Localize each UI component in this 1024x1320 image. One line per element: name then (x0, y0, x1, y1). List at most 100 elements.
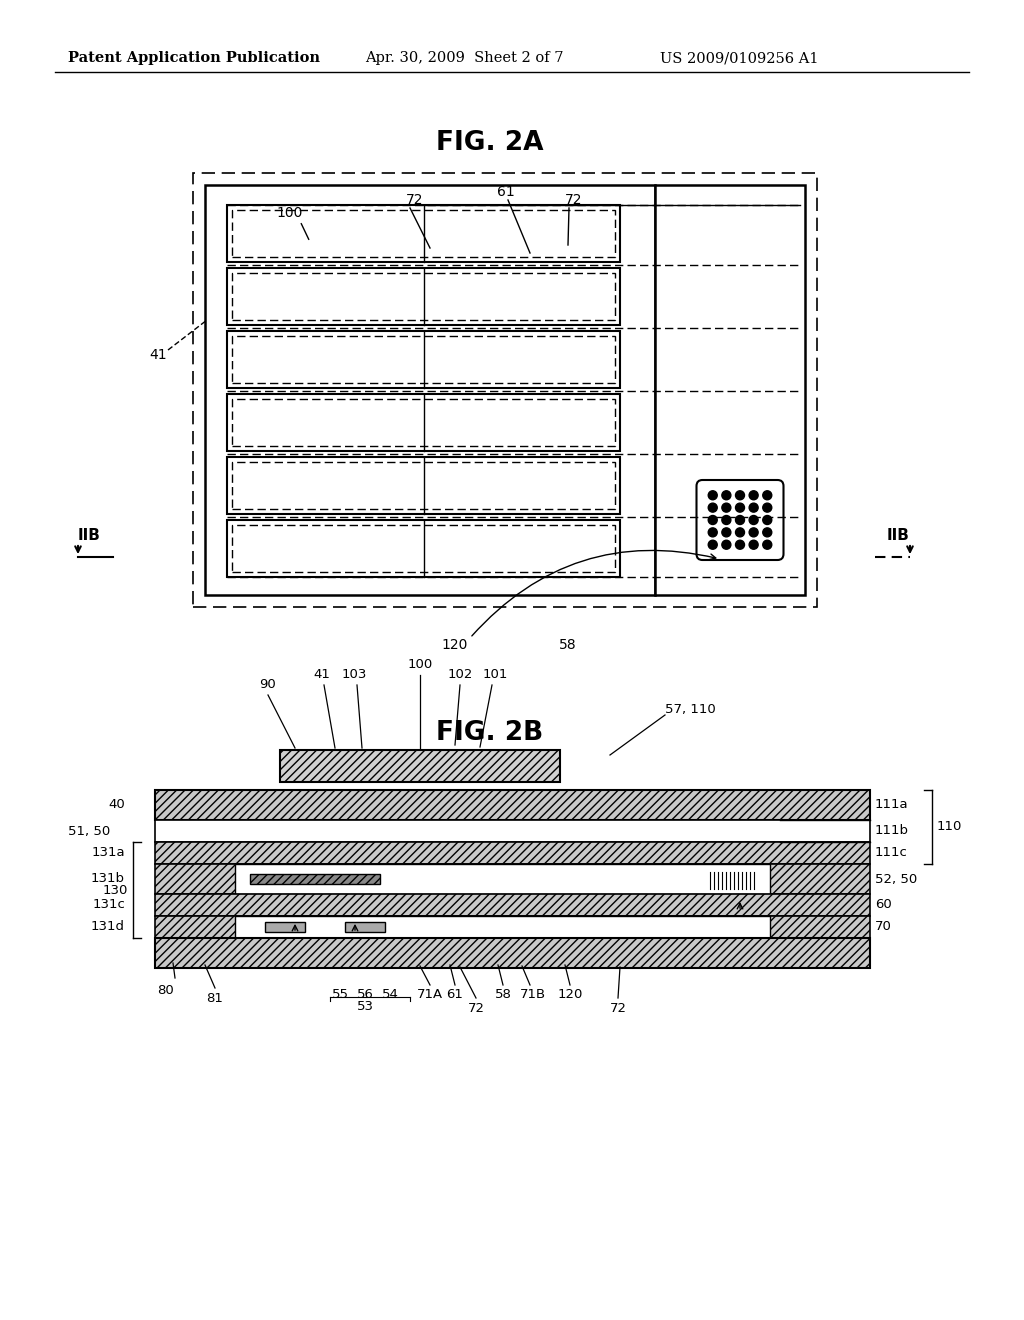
Text: IIB: IIB (78, 528, 101, 543)
Circle shape (722, 516, 731, 524)
Circle shape (763, 528, 772, 537)
Text: 102: 102 (447, 668, 473, 681)
Circle shape (750, 516, 758, 524)
Circle shape (722, 503, 731, 512)
Bar (227, 393, 620, 451)
Circle shape (750, 540, 758, 549)
Text: Apr. 30, 2009  Sheet 2 of 7: Apr. 30, 2009 Sheet 2 of 7 (365, 51, 563, 65)
Circle shape (763, 540, 772, 549)
Bar (280, 750, 560, 781)
Text: 110: 110 (937, 821, 963, 833)
Text: 71B: 71B (520, 989, 546, 1002)
Circle shape (763, 491, 772, 500)
Circle shape (735, 503, 744, 512)
Bar (155, 842, 870, 865)
Bar (155, 939, 870, 968)
Circle shape (709, 491, 717, 500)
Text: 131c: 131c (92, 899, 125, 912)
Bar (232, 273, 615, 319)
Circle shape (763, 503, 772, 512)
Text: 71A: 71A (417, 989, 443, 1002)
Text: 54: 54 (382, 989, 398, 1002)
Text: 52, 50: 52, 50 (874, 873, 918, 886)
Circle shape (750, 491, 758, 500)
Text: 72: 72 (407, 193, 424, 207)
Circle shape (735, 540, 744, 549)
Bar (250, 874, 380, 884)
Text: 80: 80 (157, 983, 173, 997)
Bar (227, 520, 620, 577)
Circle shape (709, 503, 717, 512)
Bar (345, 921, 385, 932)
Text: 90: 90 (260, 678, 276, 692)
Text: 81: 81 (207, 991, 223, 1005)
Bar (155, 894, 870, 916)
Circle shape (709, 528, 717, 537)
Text: 72: 72 (565, 193, 583, 207)
Circle shape (709, 516, 717, 524)
Bar (234, 916, 770, 939)
Bar (655, 185, 805, 595)
Bar (155, 842, 870, 865)
Bar (155, 789, 870, 820)
Bar (155, 916, 870, 939)
Bar (227, 268, 620, 325)
Bar (232, 399, 615, 446)
Text: 111a: 111a (874, 799, 908, 812)
Bar (280, 750, 560, 781)
Text: Patent Application Publication: Patent Application Publication (68, 51, 319, 65)
Text: FIG. 2A: FIG. 2A (436, 129, 544, 156)
Text: 58: 58 (559, 638, 577, 652)
Text: 41: 41 (150, 348, 167, 362)
Bar (155, 894, 870, 916)
Text: 41: 41 (313, 668, 331, 681)
Circle shape (722, 540, 731, 549)
Bar (232, 210, 615, 257)
Bar (155, 820, 870, 842)
Circle shape (722, 491, 731, 500)
Bar (155, 789, 870, 820)
Text: 58: 58 (495, 989, 511, 1002)
Bar (155, 865, 870, 894)
Text: 131b: 131b (91, 873, 125, 886)
Text: 101: 101 (482, 668, 508, 681)
Bar (265, 921, 305, 932)
Bar (227, 457, 620, 513)
Circle shape (750, 503, 758, 512)
Text: 130: 130 (102, 883, 128, 896)
Text: FIG. 2B: FIG. 2B (436, 719, 544, 746)
Text: 111b: 111b (874, 825, 909, 837)
Bar (232, 525, 615, 572)
Text: 100: 100 (408, 659, 432, 672)
Circle shape (735, 491, 744, 500)
Text: IIB: IIB (887, 528, 910, 543)
Text: 56: 56 (356, 989, 374, 1002)
Text: 57, 110: 57, 110 (665, 704, 716, 717)
Text: 60: 60 (874, 899, 892, 912)
Bar (234, 865, 770, 894)
Text: 51, 50: 51, 50 (68, 825, 110, 837)
Circle shape (709, 540, 717, 549)
Bar (155, 939, 870, 968)
Bar (250, 874, 380, 884)
Text: 72: 72 (468, 1002, 484, 1015)
Text: 100: 100 (276, 206, 303, 220)
Circle shape (735, 516, 744, 524)
Text: 61: 61 (446, 989, 464, 1002)
Text: US 2009/0109256 A1: US 2009/0109256 A1 (660, 51, 818, 65)
FancyBboxPatch shape (696, 480, 783, 560)
Text: 120: 120 (557, 989, 583, 1002)
Text: 53: 53 (356, 999, 374, 1012)
Text: 40: 40 (109, 799, 125, 812)
Text: 61: 61 (497, 185, 515, 199)
Circle shape (722, 528, 731, 537)
Circle shape (763, 516, 772, 524)
Circle shape (735, 528, 744, 537)
Bar (227, 331, 620, 388)
Bar (232, 462, 615, 510)
Text: 111c: 111c (874, 846, 908, 859)
Bar (155, 916, 870, 939)
Bar (155, 865, 870, 894)
Bar (205, 185, 655, 595)
Bar (193, 173, 817, 607)
